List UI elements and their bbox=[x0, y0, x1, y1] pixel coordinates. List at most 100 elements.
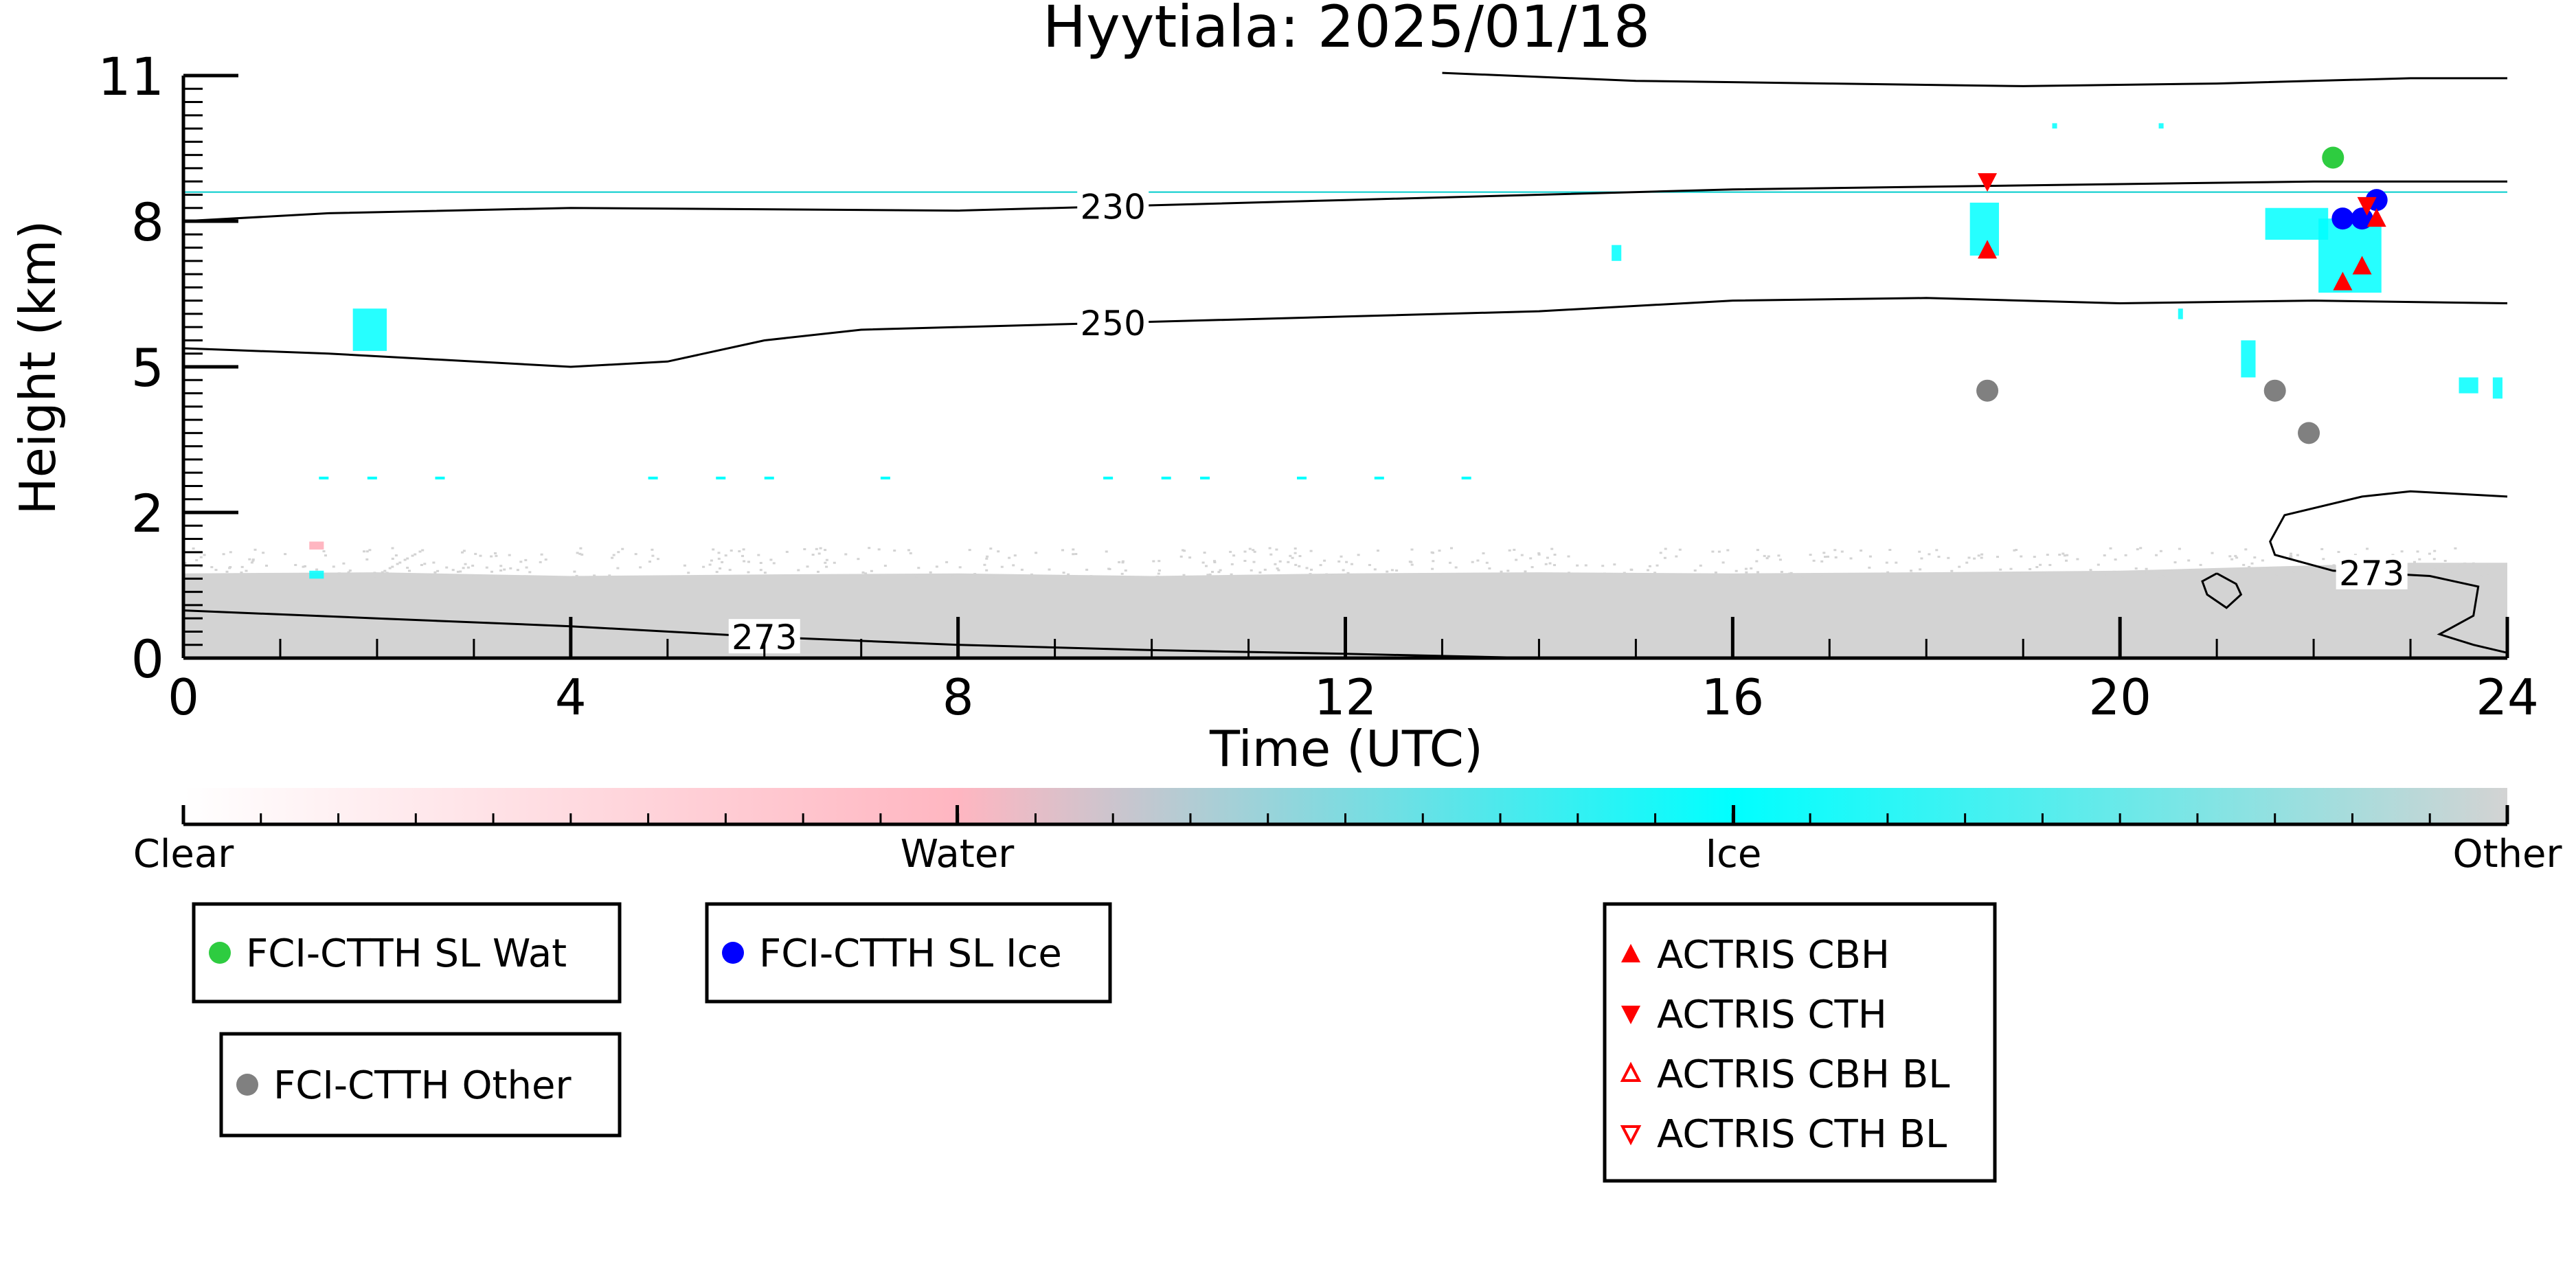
speckle-pixel bbox=[1659, 552, 1662, 554]
speckle-pixel bbox=[1482, 552, 1485, 554]
speckle-pixel bbox=[575, 574, 578, 577]
speckle-pixel bbox=[1958, 565, 1961, 568]
speckle-pixel bbox=[1824, 556, 1827, 558]
speckle-pixel bbox=[580, 553, 584, 556]
speckle-pixel bbox=[912, 574, 915, 576]
fci-other-marker bbox=[2263, 379, 2286, 402]
actris-cbh-marker bbox=[2333, 271, 2353, 291]
speckle-pixel bbox=[1155, 576, 1159, 578]
speckle-pixel bbox=[1157, 560, 1161, 563]
legend: ACTRIS CBH ACTRIS CTH ACTRIS CBH BL ACTRIS … bbox=[1603, 902, 1997, 1183]
speckle-pixel bbox=[651, 554, 655, 557]
speckle-pixel bbox=[576, 552, 579, 554]
speckle-pixel bbox=[1431, 567, 1434, 570]
speckle-pixel bbox=[385, 572, 389, 574]
speckle-pixel bbox=[608, 574, 611, 577]
speckle-pixel bbox=[528, 571, 532, 574]
speckle-pixel bbox=[1206, 574, 1210, 576]
legend: FCI-CTTH SL Wat bbox=[192, 902, 622, 1004]
speckle-pixel bbox=[1699, 564, 1702, 567]
speckle-pixel bbox=[1012, 564, 1015, 567]
speckle-pixel bbox=[1298, 565, 1301, 567]
y-axis-label: Height (km) bbox=[9, 221, 67, 515]
speckle-pixel bbox=[817, 570, 820, 573]
speckle-pixel bbox=[803, 548, 806, 550]
speckle-pixel bbox=[2242, 563, 2246, 566]
speckle-pixel bbox=[1947, 556, 1950, 559]
speckle-pixel bbox=[1323, 559, 1326, 562]
speckle-pixel bbox=[992, 575, 995, 578]
speckle-pixel bbox=[1203, 552, 1206, 554]
speckle-pixel bbox=[466, 566, 470, 569]
speckle-pixel bbox=[2103, 554, 2106, 556]
speckle-pixel bbox=[1268, 547, 1272, 550]
speckle-pixel bbox=[403, 558, 407, 561]
speckle-pixel bbox=[2454, 547, 2457, 550]
speckle-pixel bbox=[2178, 547, 2181, 550]
speckle-pixel bbox=[817, 552, 821, 555]
speckle-pixel bbox=[1108, 568, 1111, 570]
speckle-pixel bbox=[203, 554, 206, 556]
speckle-pixel bbox=[2039, 563, 2042, 566]
speckle-pixel bbox=[1553, 554, 1557, 556]
speckle-pixel bbox=[1584, 564, 1588, 567]
temperature-contour bbox=[2201, 572, 2243, 609]
speckle-pixel bbox=[1868, 566, 1871, 569]
speckle-pixel bbox=[1252, 561, 1256, 563]
speckle-pixel bbox=[2187, 559, 2191, 562]
speckle-pixel bbox=[1287, 561, 1290, 563]
speckle-pixel bbox=[2312, 565, 2315, 568]
ice-dash bbox=[1103, 476, 1114, 479]
speckle-pixel bbox=[2353, 554, 2357, 556]
speckle-pixel bbox=[1152, 560, 1155, 563]
speckle-pixel bbox=[2479, 575, 2483, 578]
speckle-pixel bbox=[1537, 553, 1541, 556]
speckle-pixel bbox=[1552, 574, 1555, 576]
speckle-pixel bbox=[1157, 569, 1161, 572]
speckle-pixel bbox=[634, 553, 637, 556]
speckle-pixel bbox=[1342, 569, 1345, 572]
speckle-pixel bbox=[719, 567, 722, 569]
speckle-pixel bbox=[833, 574, 836, 577]
speckle-pixel bbox=[388, 567, 392, 569]
speckle-pixel bbox=[1390, 569, 1394, 572]
legend-label: ACTRIS CTH BL bbox=[1657, 1112, 1947, 1157]
speckle-pixel bbox=[490, 570, 493, 573]
ice-patch bbox=[2241, 340, 2256, 378]
speckle-pixel bbox=[1809, 554, 1812, 556]
speckle-pixel bbox=[1840, 550, 1844, 553]
speckle-pixel bbox=[1067, 573, 1070, 576]
speckle-pixel bbox=[195, 559, 199, 561]
speckle-pixel bbox=[1476, 559, 1480, 562]
speckle-pixel bbox=[2290, 552, 2292, 555]
speckle-pixel bbox=[2138, 573, 2140, 576]
speckle-pixel bbox=[376, 574, 379, 576]
speckle-pixel bbox=[1291, 556, 1294, 559]
speckle-pixel bbox=[2432, 558, 2436, 561]
speckle-pixel bbox=[1515, 558, 1518, 561]
speckle-pixel bbox=[1663, 556, 1667, 559]
actris-cth-marker bbox=[1978, 173, 1998, 192]
speckle-pixel bbox=[253, 548, 257, 551]
ice-patch bbox=[2052, 123, 2057, 129]
speckle-pixel bbox=[540, 553, 543, 556]
speckle-pixel bbox=[724, 554, 727, 557]
speckle-pixel bbox=[2161, 575, 2165, 578]
ice-dash bbox=[435, 476, 445, 479]
speckle-pixel bbox=[423, 563, 427, 565]
speckle-pixel bbox=[844, 553, 848, 556]
ice-patch bbox=[2459, 377, 2478, 394]
speckle-pixel bbox=[702, 565, 705, 568]
speckle-pixel bbox=[1208, 573, 1212, 576]
speckle-pixel bbox=[1157, 572, 1160, 575]
speckle-pixel bbox=[1121, 560, 1125, 563]
speckle-pixel bbox=[2487, 563, 2491, 566]
temperature-contour bbox=[183, 297, 2508, 368]
speckle-pixel bbox=[1072, 548, 1075, 551]
speckle-pixel bbox=[1919, 568, 1922, 571]
speckle-pixel bbox=[1472, 575, 1475, 578]
speckle-pixel bbox=[1996, 556, 1999, 558]
speckle-pixel bbox=[1634, 573, 1636, 576]
speckle-pixel bbox=[2311, 572, 2314, 575]
speckle-pixel bbox=[2433, 568, 2437, 571]
